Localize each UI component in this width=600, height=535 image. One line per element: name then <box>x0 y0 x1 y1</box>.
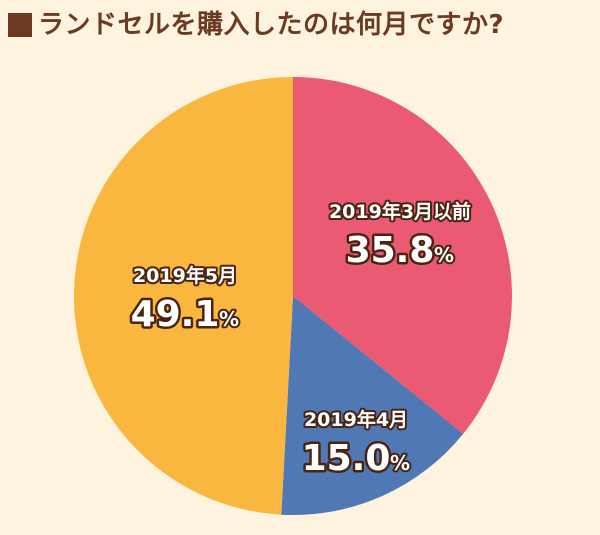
slice-label: 2019年3月以前 <box>329 200 471 223</box>
slice-unit-label: % <box>390 451 410 475</box>
slice-value-label: 49.1 <box>131 294 220 335</box>
slice-label: 2019年4月 <box>304 408 408 431</box>
pie-slice <box>281 296 464 516</box>
pie-slices <box>73 76 512 516</box>
pie-slice <box>73 76 293 515</box>
chart-title: ランドセルを購入したのは何月ですか? <box>8 4 504 46</box>
pie-labels: 2019年3月以前 35.8 % 2019年4月 15.0 % 2019年5月 49.1% <box>128 198 473 482</box>
slice-unit-label: % <box>434 243 454 267</box>
chart-title-text: ランドセルを購入したのは何月ですか? <box>38 10 505 40</box>
slice-label: 2019年5月 <box>133 264 237 287</box>
pie-slice <box>293 77 512 434</box>
slice-value-label: 35.8 <box>346 230 435 271</box>
slice-value-label: 15.0 <box>302 438 391 479</box>
title-square-icon <box>8 13 32 37</box>
slice-unit-label: % <box>219 307 239 331</box>
